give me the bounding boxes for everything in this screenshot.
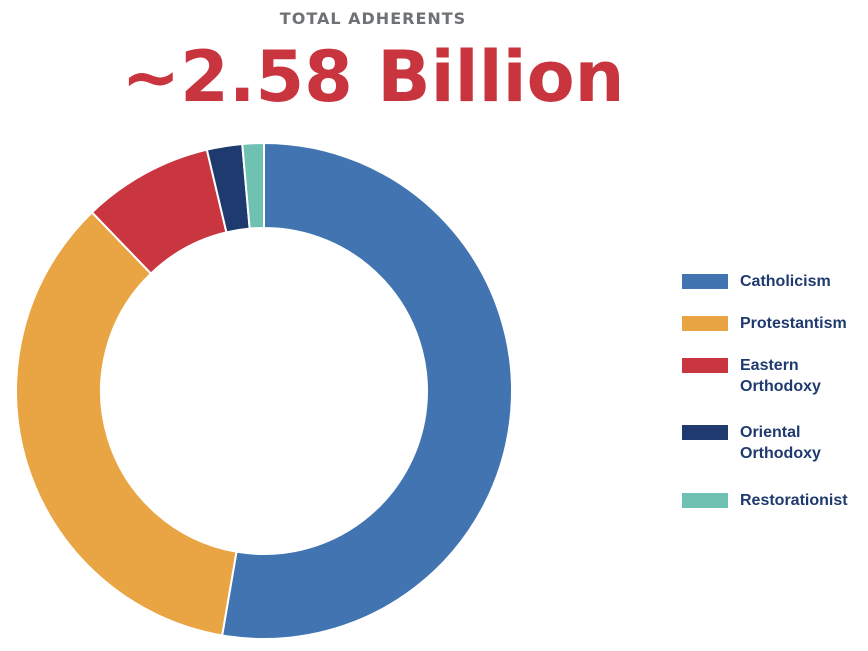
- legend-label-line: Orthodoxy: [740, 378, 821, 395]
- legend-swatch: [682, 493, 728, 508]
- legend-swatch: [682, 425, 728, 440]
- legend-label: Eastern Orthodoxy: [740, 355, 860, 397]
- legend-item-catholicism[interactable]: Catholicism: [682, 271, 860, 292]
- legend-label-line: Protestantism: [740, 315, 847, 332]
- legend-label-line: Eastern: [740, 357, 799, 374]
- legend-label: Oriental Orthodoxy: [740, 422, 860, 464]
- legend-label-line: Restorationist: [740, 492, 848, 509]
- legend-swatch: [682, 316, 728, 331]
- legend-swatch: [682, 358, 728, 373]
- legend-label: Catholicism: [740, 271, 860, 292]
- legend-swatch: [682, 274, 728, 289]
- chart-title: ~2.58 Billion: [121, 36, 625, 118]
- legend-label-line: Catholicism: [740, 273, 831, 290]
- legend-label-line: Oriental: [740, 424, 801, 441]
- slice-catholicism[interactable]: [220, 141, 513, 640]
- legend-label: Protestantism: [740, 313, 860, 334]
- slice-protestantism[interactable]: [15, 210, 238, 637]
- legend-item-restorationist[interactable]: Restorationist: [682, 490, 860, 511]
- legend-label-line: Orthodoxy: [740, 445, 821, 462]
- legend-label: Restorationist: [740, 490, 860, 511]
- legend-item-protestantism[interactable]: Protestantism: [682, 313, 860, 334]
- chart-subtitle: TOTAL ADHERENTS: [279, 9, 467, 28]
- slice-restorationist[interactable]: [241, 141, 265, 230]
- legend-item-eastern-orthodoxy[interactable]: Eastern Orthodoxy: [682, 355, 860, 397]
- legend-item-oriental-orthodoxy[interactable]: Oriental Orthodoxy: [682, 422, 860, 464]
